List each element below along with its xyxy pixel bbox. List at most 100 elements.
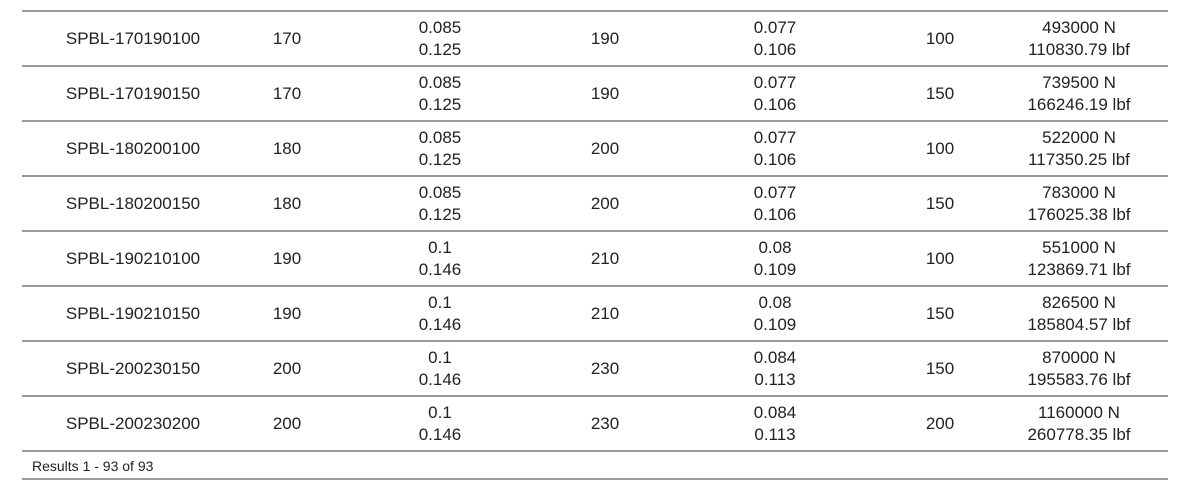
table-cell: 190 [590, 28, 620, 48]
table-cell: 1160000 N 260778.35 lbf [990, 402, 1168, 446]
table-cell: 870000 N 195583.76 lbf [990, 347, 1168, 391]
table-cell: SPBL-180200150 [65, 193, 201, 213]
table-cell: 180 [272, 138, 302, 158]
table-row: SPBL-170190150 170 0.085 0.125 190 0.077 0.106… [22, 67, 1168, 122]
cell-line: 0.084 [753, 347, 797, 367]
table-cell: 200 [925, 413, 955, 433]
cell-line: 0.106 [753, 149, 797, 169]
table-cell: 200 [590, 138, 620, 158]
cell-line: 0.106 [753, 94, 797, 114]
table-cell: 0.08 0.109 [660, 237, 890, 281]
cell-line: 176025.38 lbf [1027, 204, 1131, 224]
cell-line: 0.125 [418, 39, 462, 59]
cell-line: 110830.79 lbf [1028, 39, 1130, 59]
table-cell: 0.1 0.146 [330, 237, 550, 281]
table-row: SPBL-180200100 180 0.085 0.125 200 0.077 0.106… [22, 122, 1168, 177]
table-cell: 783000 N 176025.38 lbf [990, 182, 1168, 226]
table-row: SPBL-190210150 190 0.1 0.146 210 0.08 0.109 150… [22, 287, 1168, 342]
table-cell: SPBL-170190150 [65, 83, 201, 103]
cell-line: 185804.57 lbf [1027, 314, 1131, 334]
cell-line: 0.085 [418, 127, 462, 147]
table-cell: 170 [272, 83, 302, 103]
table-cell: 0.1 0.146 [330, 347, 550, 391]
table-cell: 230 [590, 358, 620, 378]
cell-line: 0.077 [753, 182, 797, 202]
table-cell: 210 [590, 303, 620, 323]
table-cell: 190 [272, 248, 302, 268]
table-cell: 150 [925, 358, 955, 378]
table-cell: 522000 N 117350.25 lbf [990, 127, 1168, 171]
table-cell: 180 [272, 193, 302, 213]
cell-line: 0.1 [428, 292, 452, 312]
cell-line: 0.085 [418, 182, 462, 202]
table-cell: 200 [590, 193, 620, 213]
table-cell: 0.1 0.146 [330, 402, 550, 446]
table-cell: 100 [925, 138, 955, 158]
table-row: SPBL-200230200 200 0.1 0.146 230 0.084 0.113 20… [22, 397, 1168, 452]
table-cell: 210 [590, 248, 620, 268]
cell-line: 0.125 [418, 149, 462, 169]
table-cell: 230 [590, 413, 620, 433]
cell-line: 0.1 [428, 402, 452, 422]
cell-line: 123869.71 lbf [1027, 259, 1131, 279]
table-cell: SPBL-190210150 [65, 303, 201, 323]
table-cell: 0.1 0.146 [330, 292, 550, 336]
table-cell: 100 [925, 248, 955, 268]
table-cell: SPBL-170190100 [65, 28, 201, 48]
cell-line: 493000 N [1042, 17, 1116, 37]
table-cell: 0.085 0.125 [330, 72, 550, 116]
table-cell: 150 [925, 193, 955, 213]
table-cell: 170 [272, 28, 302, 48]
cell-line: 0.077 [753, 17, 797, 37]
results-count: Results 1 - 93 of 93 [22, 452, 1168, 480]
cell-line: 870000 N [1042, 347, 1116, 367]
table-row: SPBL-190210100 190 0.1 0.146 210 0.08 0.109 100… [22, 232, 1168, 287]
table-cell: SPBL-180200100 [65, 138, 201, 158]
table-cell: 0.084 0.113 [660, 402, 890, 446]
cell-line: 0.1 [428, 347, 452, 367]
table-cell: 0.084 0.113 [660, 347, 890, 391]
table-cell: 826500 N 185804.57 lbf [990, 292, 1168, 336]
table-cell: 493000 N 110830.79 lbf [990, 17, 1168, 61]
table-cell: 0.077 0.106 [660, 72, 890, 116]
table-cell: 739500 N 166246.19 lbf [990, 72, 1168, 116]
cell-line: 0.077 [753, 72, 797, 92]
cell-line: 783000 N [1042, 182, 1116, 202]
table-row: SPBL-200230150 200 0.1 0.146 230 0.084 0.113 15… [22, 342, 1168, 397]
table-row: SPBL-180200150 180 0.085 0.125 200 0.077 0.106… [22, 177, 1168, 232]
cell-line: 0.077 [753, 127, 797, 147]
results-table: SPBL-170190100 170 0.085 0.125 190 0.077 0.106… [22, 10, 1168, 480]
cell-line: 1160000 N [1038, 402, 1120, 422]
cell-line: 0.125 [418, 94, 462, 114]
cell-line: 0.125 [418, 204, 462, 224]
table-cell: SPBL-200230200 [65, 413, 201, 433]
table-cell: 0.077 0.106 [660, 182, 890, 226]
table-cell: 200 [272, 358, 302, 378]
table-cell: 0.077 0.106 [660, 127, 890, 171]
table-cell: 190 [590, 83, 620, 103]
cell-line: 195583.76 lbf [1027, 369, 1131, 389]
cell-line: 739500 N [1042, 72, 1116, 92]
cell-line: 826500 N [1042, 292, 1116, 312]
cell-line: 0.146 [418, 314, 462, 334]
cell-line: 0.146 [418, 424, 462, 444]
table-cell: 100 [925, 28, 955, 48]
cell-line: 0.106 [753, 204, 797, 224]
cell-line: 117350.25 lbf [1028, 149, 1130, 169]
cell-line: 522000 N [1042, 127, 1116, 147]
cell-line: 260778.35 lbf [1027, 424, 1131, 444]
table-cell: 150 [925, 83, 955, 103]
table-cell: 190 [272, 303, 302, 323]
cell-line: 0.08 [758, 237, 792, 257]
cell-line: 0.085 [418, 72, 462, 92]
table-cell: 0.085 0.125 [330, 17, 550, 61]
cell-line: 0.109 [753, 314, 797, 334]
table-cell: SPBL-200230150 [65, 358, 201, 378]
table-row: SPBL-170190100 170 0.085 0.125 190 0.077 0.106… [22, 12, 1168, 67]
table-cell: 0.08 0.109 [660, 292, 890, 336]
cell-line: 0.146 [418, 369, 462, 389]
cell-line: 0.109 [753, 259, 797, 279]
cell-line: 0.113 [754, 424, 796, 444]
table-cell: 200 [272, 413, 302, 433]
table-cell: 551000 N 123869.71 lbf [990, 237, 1168, 281]
